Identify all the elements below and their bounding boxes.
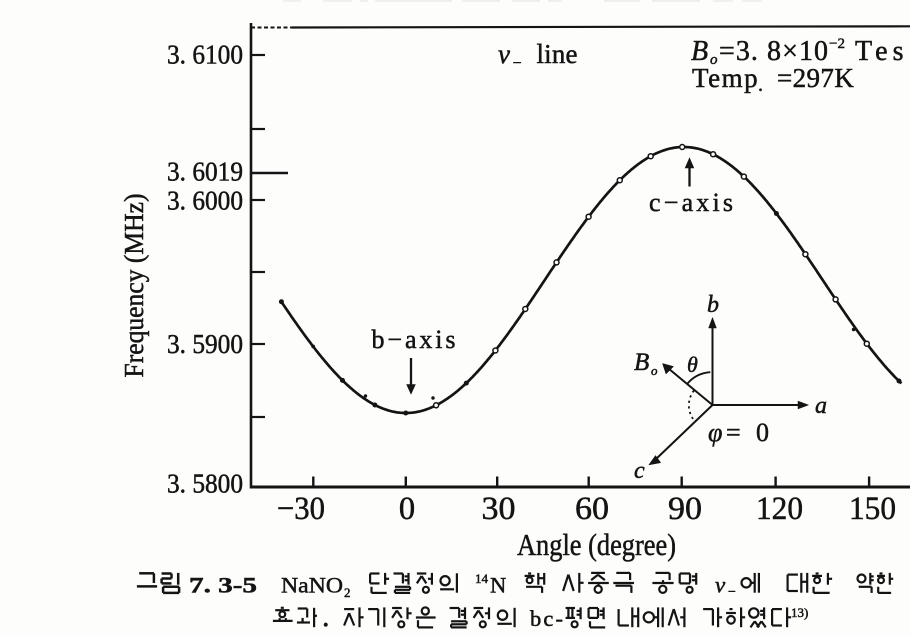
svg-text:b: b — [707, 292, 719, 318]
svg-text:.: . — [758, 74, 763, 96]
svg-text:−: − — [513, 55, 522, 72]
svg-text:ν: ν — [715, 573, 726, 598]
svg-text:bc-: bc- — [530, 606, 563, 631]
svg-text:Angle (degree): Angle (degree) — [517, 527, 676, 562]
svg-text:7. 3-5: 7. 3-5 — [189, 573, 257, 598]
svg-text:=297K: =297K — [777, 63, 854, 93]
svg-text:3. 5900: 3. 5900 — [167, 328, 243, 359]
svg-text:−2: −2 — [829, 36, 845, 52]
svg-text:90: 90 — [668, 491, 702, 527]
svg-text:NaNO: NaNO — [281, 573, 343, 598]
svg-text:Frequency (MHz): Frequency (MHz) — [119, 194, 149, 378]
svg-text:ν: ν — [498, 39, 510, 69]
svg-text:60: 60 — [575, 491, 609, 527]
svg-text:120: 120 — [756, 491, 803, 527]
svg-text:3. 6019: 3. 6019 — [167, 156, 243, 187]
svg-text:2: 2 — [344, 585, 351, 600]
svg-text:150: 150 — [849, 491, 896, 527]
svg-text:B: B — [691, 36, 708, 67]
svg-text:B: B — [634, 349, 649, 376]
svg-text:= 0: = 0 — [726, 418, 769, 447]
svg-text:0: 0 — [399, 491, 415, 527]
svg-text:3. 5800: 3. 5800 — [167, 468, 243, 499]
svg-text:3. 6000: 3. 6000 — [167, 185, 243, 216]
svg-text:14: 14 — [475, 571, 489, 586]
svg-text:N: N — [490, 573, 506, 598]
svg-text:.: . — [323, 607, 329, 632]
svg-text:c: c — [634, 458, 645, 484]
svg-text:line: line — [537, 39, 578, 69]
svg-text:o: o — [710, 52, 718, 68]
svg-text:φ: φ — [708, 418, 722, 447]
svg-text:Temp: Temp — [692, 63, 759, 93]
svg-text:−: − — [728, 585, 736, 600]
svg-text:c−axis: c−axis — [649, 188, 733, 217]
svg-text:=3. 8×10: =3. 8×10 — [719, 36, 828, 67]
svg-text:−30: −30 — [277, 491, 325, 527]
svg-text:Tes: Tes — [855, 36, 908, 67]
svg-text:13): 13) — [791, 605, 808, 620]
svg-text:a: a — [815, 393, 827, 419]
svg-text:30: 30 — [482, 491, 516, 527]
svg-text:3. 6100: 3. 6100 — [167, 39, 243, 70]
svg-text:o: o — [651, 363, 658, 378]
svg-text:θ: θ — [687, 352, 698, 377]
